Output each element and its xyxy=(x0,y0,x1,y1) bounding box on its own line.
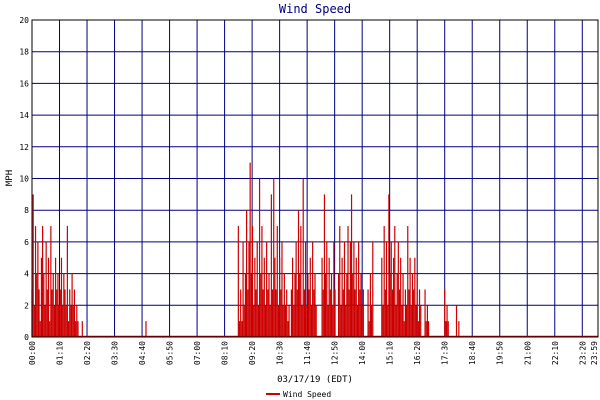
legend: Wind Speed xyxy=(266,390,331,399)
y-tick-label: 12 xyxy=(19,143,29,152)
y-axis-label: MPH xyxy=(5,170,15,186)
y-tick-label: 4 xyxy=(24,270,29,279)
x-tick-label: 18:40 xyxy=(468,341,477,365)
x-tick-label: 23:59 xyxy=(590,341,599,365)
x-tick-label: 04:40 xyxy=(138,341,147,365)
y-axis-ticks: 0 2 4 6 8 10 12 14 16 18 20 xyxy=(19,16,29,342)
x-tick-label: 21:00 xyxy=(523,341,532,365)
y-tick-label: 16 xyxy=(19,79,29,88)
y-tick-label: 14 xyxy=(19,111,29,120)
wind-speed-series xyxy=(31,162,598,338)
x-tick-label: 00:00 xyxy=(28,341,37,365)
x-tick-label: 10:30 xyxy=(276,341,285,365)
y-tick-label: 2 xyxy=(24,301,29,310)
x-axis-label: 03/17/19 (EDT) xyxy=(277,375,353,385)
x-tick-label: 15:10 xyxy=(386,341,395,365)
legend-label: Wind Speed xyxy=(283,390,331,399)
x-axis-ticks: 00:00 01:10 02:20 03:30 04:40 05:50 07:00 08:10… xyxy=(28,341,599,365)
x-tick-label: 01:10 xyxy=(56,341,65,365)
y-tick-label: 18 xyxy=(19,48,29,57)
x-tick-label: 09:20 xyxy=(248,341,257,365)
x-tick-label: 14:00 xyxy=(358,341,367,365)
y-tick-label: 10 xyxy=(19,175,29,184)
chart-title: Wind Speed xyxy=(279,2,351,16)
x-tick-label: 17:30 xyxy=(441,341,450,365)
x-tick-label: 08:10 xyxy=(221,341,230,365)
x-tick-label: 22:10 xyxy=(551,341,560,365)
x-tick-label: 19:50 xyxy=(496,341,505,365)
x-tick-label: 16:20 xyxy=(413,341,422,365)
x-tick-label: 07:00 xyxy=(193,341,202,365)
x-tick-label: 12:50 xyxy=(331,341,340,365)
x-tick-label: 02:20 xyxy=(83,341,92,365)
x-tick-label: 05:50 xyxy=(166,341,175,365)
y-tick-label: 20 xyxy=(19,16,29,25)
plot-border xyxy=(31,19,599,338)
x-tick-label: 03:30 xyxy=(111,341,120,365)
y-tick-label: 8 xyxy=(24,206,29,215)
y-tick-label: 0 xyxy=(24,333,29,342)
x-tick-label: 23:20 xyxy=(578,341,587,365)
y-tick-label: 6 xyxy=(24,238,29,247)
x-tick-label: 11:40 xyxy=(303,341,312,365)
